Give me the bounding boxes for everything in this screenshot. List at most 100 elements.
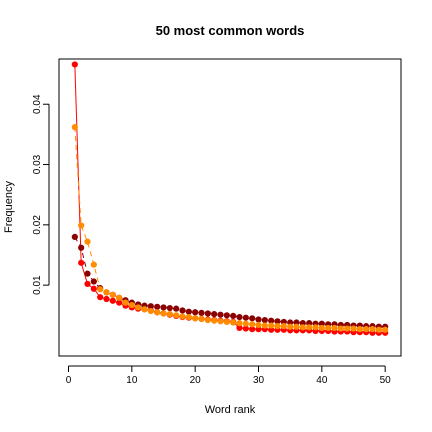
- series-2: [71, 233, 389, 330]
- data-point: [363, 326, 370, 333]
- data-point: [261, 317, 268, 324]
- data-point: [382, 326, 389, 333]
- data-point: [71, 124, 78, 131]
- data-point: [274, 323, 281, 330]
- y-tick-label: 0.01: [32, 275, 43, 295]
- data-point: [166, 304, 173, 312]
- data-point: [84, 238, 91, 245]
- data-point: [90, 278, 97, 285]
- data-point: [173, 305, 180, 312]
- data-point: [236, 314, 243, 321]
- series-line: [74, 64, 386, 334]
- data-point: [166, 310, 173, 318]
- data-point: [236, 320, 243, 327]
- data-point: [116, 299, 123, 306]
- data-point: [109, 291, 116, 298]
- data-point: [109, 297, 116, 304]
- data-point: [103, 295, 110, 303]
- data-point: [325, 324, 332, 332]
- data-point: [122, 299, 129, 306]
- x-tick-label: 20: [190, 375, 202, 386]
- x-tick-label: 40: [316, 375, 328, 386]
- data-point: [90, 261, 97, 268]
- data-point: [147, 307, 154, 315]
- series-line: [74, 236, 386, 328]
- series-layer: [71, 61, 389, 336]
- data-point: [147, 303, 154, 310]
- x-axis: 0 10 20 30 40 50: [66, 366, 391, 386]
- data-point: [78, 244, 85, 251]
- series-line: [74, 127, 386, 331]
- x-tick-label: 0: [66, 375, 72, 386]
- data-point: [78, 222, 85, 229]
- data-point: [84, 280, 91, 288]
- series-1: [71, 61, 389, 336]
- data-point: [268, 317, 275, 324]
- data-point: [230, 312, 237, 319]
- data-point: [344, 325, 351, 332]
- data-point: [223, 318, 230, 326]
- data-point: [255, 321, 262, 329]
- data-point: [192, 315, 199, 322]
- data-point: [223, 312, 230, 319]
- data-point: [185, 308, 192, 315]
- data-point: [97, 286, 104, 293]
- data-point: [287, 323, 294, 330]
- data-point: [230, 319, 237, 326]
- data-point: [78, 259, 85, 266]
- data-point: [211, 317, 218, 324]
- data-point: [116, 294, 123, 301]
- data-point: [160, 310, 167, 317]
- data-point: [173, 312, 180, 319]
- series-3: [71, 124, 389, 333]
- data-point: [217, 318, 224, 325]
- data-point: [90, 285, 97, 292]
- data-point: [179, 313, 186, 320]
- data-point: [71, 61, 78, 68]
- data-point: [249, 321, 256, 328]
- data-point: [154, 309, 161, 316]
- data-point: [242, 325, 249, 332]
- data-point: [280, 323, 287, 330]
- data-point: [71, 233, 78, 240]
- data-point: [160, 304, 167, 311]
- data-point: [274, 318, 281, 325]
- y-tick-label: 0.04: [32, 94, 43, 114]
- data-point: [255, 316, 262, 323]
- chart-title: 50 most common words: [156, 23, 305, 38]
- data-point: [249, 315, 256, 322]
- data-point: [84, 270, 91, 277]
- data-point: [299, 324, 306, 331]
- data-point: [154, 303, 161, 310]
- data-point: [192, 309, 199, 316]
- x-tick-label: 10: [126, 375, 138, 386]
- data-point: [198, 315, 205, 323]
- data-point: [242, 314, 249, 321]
- data-point: [293, 323, 300, 330]
- y-axis-label: Frequency: [3, 181, 15, 233]
- data-point: [356, 326, 363, 333]
- data-point: [249, 326, 256, 333]
- data-point: [261, 322, 268, 329]
- y-tick-label: 0.02: [32, 215, 43, 235]
- data-point: [204, 310, 211, 317]
- data-point: [236, 324, 243, 332]
- data-point: [97, 294, 104, 301]
- data-point: [268, 322, 275, 329]
- x-tick-label: 50: [380, 375, 392, 386]
- plot-area: [58, 58, 402, 357]
- data-point: [331, 324, 338, 332]
- data-point: [103, 289, 110, 296]
- y-tick-label: 0.03: [32, 154, 43, 174]
- y-axis: 0.01 0.02 0.03 0.04: [32, 94, 49, 295]
- data-point: [204, 317, 211, 324]
- data-point: [211, 310, 218, 318]
- data-point: [135, 304, 142, 311]
- data-point: [350, 325, 357, 332]
- data-point: [179, 307, 186, 314]
- data-point: [198, 309, 205, 316]
- data-point: [141, 306, 148, 313]
- data-point: [185, 314, 192, 321]
- data-point: [306, 324, 313, 331]
